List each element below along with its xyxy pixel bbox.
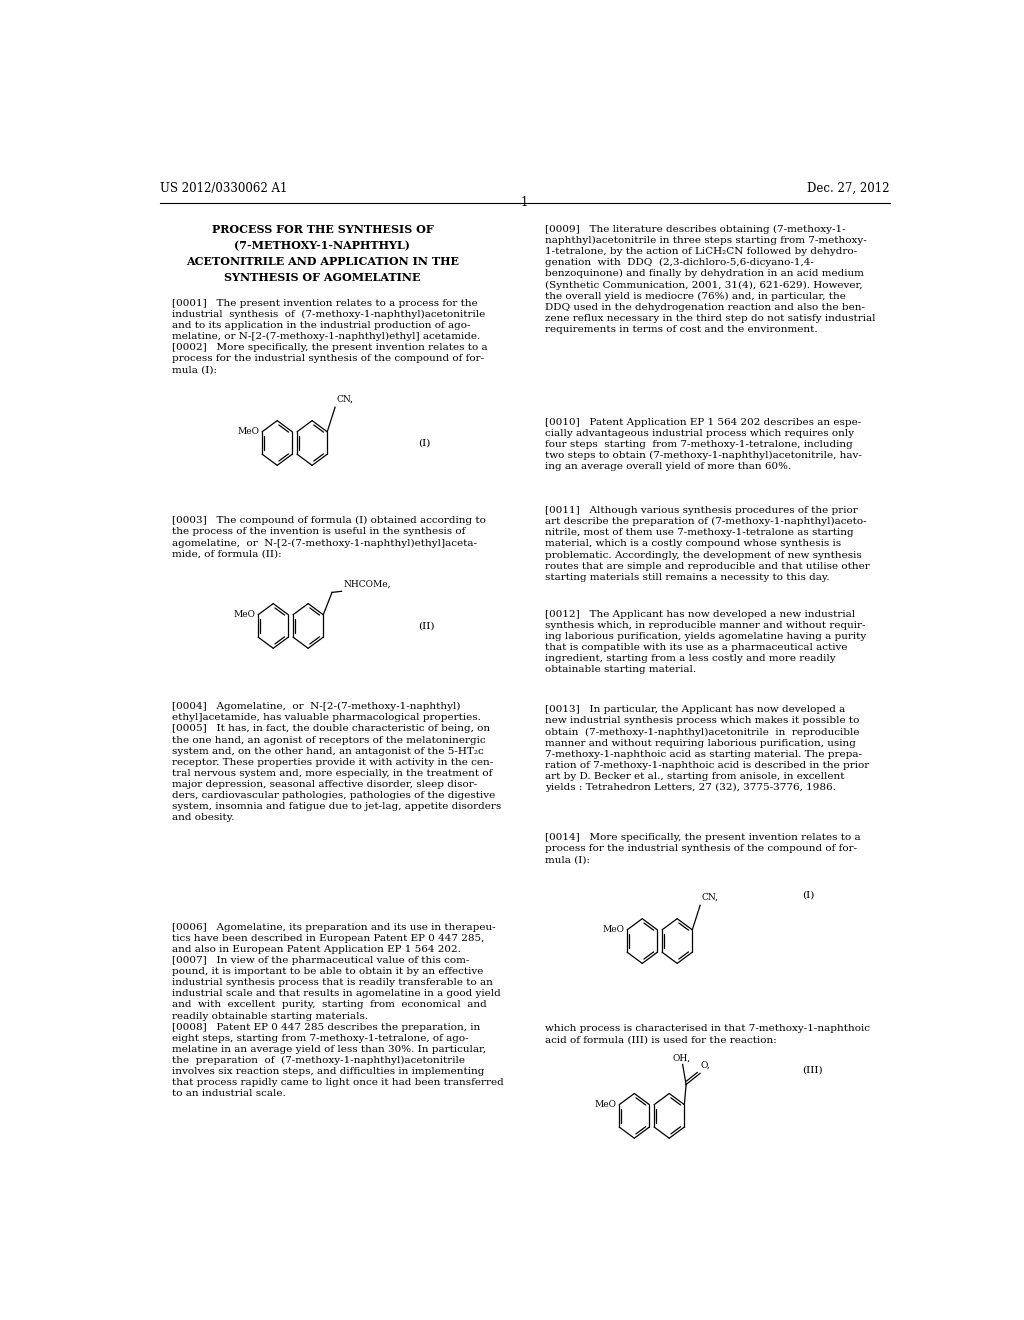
Text: PROCESS FOR THE SYNTHESIS OF: PROCESS FOR THE SYNTHESIS OF <box>212 224 433 235</box>
Text: [0004]   Agomelatine,  or  N-[2-(7-methoxy-1-naphthyl)
ethyl]acetamide, has valu: [0004] Agomelatine, or N-[2-(7-methoxy-1… <box>172 702 501 822</box>
Text: O,: O, <box>701 1061 711 1071</box>
Text: MeO: MeO <box>233 610 256 619</box>
Text: Dec. 27, 2012: Dec. 27, 2012 <box>807 182 890 195</box>
Text: MeO: MeO <box>602 925 625 935</box>
Text: OH,: OH, <box>673 1053 691 1063</box>
Text: [0014]   More specifically, the present invention relates to a
process for the i: [0014] More specifically, the present in… <box>545 833 860 865</box>
Text: CN,: CN, <box>701 892 719 902</box>
Text: CN,: CN, <box>337 395 354 404</box>
Text: (7-METHOXY-1-NAPHTHYL): (7-METHOXY-1-NAPHTHYL) <box>234 240 411 251</box>
Text: which process is characterised in that 7-methoxy-1-naphthoic
acid of formula (II: which process is characterised in that 7… <box>545 1024 869 1044</box>
Text: [0012]   The Applicant has now developed a new industrial
synthesis which, in re: [0012] The Applicant has now developed a… <box>545 610 866 675</box>
Text: (I): (I) <box>803 891 815 900</box>
Text: (I): (I) <box>418 438 430 447</box>
Text: MeO: MeO <box>595 1100 616 1109</box>
Text: [0011]   Although various synthesis procedures of the prior
art describe the pre: [0011] Although various synthesis proced… <box>545 506 869 582</box>
Text: ACETONITRILE AND APPLICATION IN THE: ACETONITRILE AND APPLICATION IN THE <box>186 256 459 267</box>
Text: [0010]   Patent Application EP 1 564 202 describes an espe-
cially advantageous : [0010] Patent Application EP 1 564 202 d… <box>545 417 861 471</box>
Text: NHCOMe,: NHCOMe, <box>343 579 391 589</box>
Text: (III): (III) <box>803 1065 823 1074</box>
Text: US 2012/0330062 A1: US 2012/0330062 A1 <box>160 182 287 195</box>
Text: [0001]   The present invention relates to a process for the
industrial  synthesi: [0001] The present invention relates to … <box>172 298 487 375</box>
Text: MeO: MeO <box>238 428 259 437</box>
Text: (II): (II) <box>418 622 434 631</box>
Text: [0003]   The compound of formula (I) obtained according to
the process of the in: [0003] The compound of formula (I) obtai… <box>172 516 485 558</box>
Text: 1: 1 <box>521 195 528 209</box>
Text: [0013]   In particular, the Applicant has now developed a
new industrial synthes: [0013] In particular, the Applicant has … <box>545 705 869 792</box>
Text: SYNTHESIS OF AGOMELATINE: SYNTHESIS OF AGOMELATINE <box>224 272 421 282</box>
Text: [0009]   The literature describes obtaining (7-methoxy-1-
naphthyl)acetonitrile : [0009] The literature describes obtainin… <box>545 224 876 334</box>
Text: [0006]   Agomelatine, its preparation and its use in therapeu-
tics have been de: [0006] Agomelatine, its preparation and … <box>172 923 504 1098</box>
